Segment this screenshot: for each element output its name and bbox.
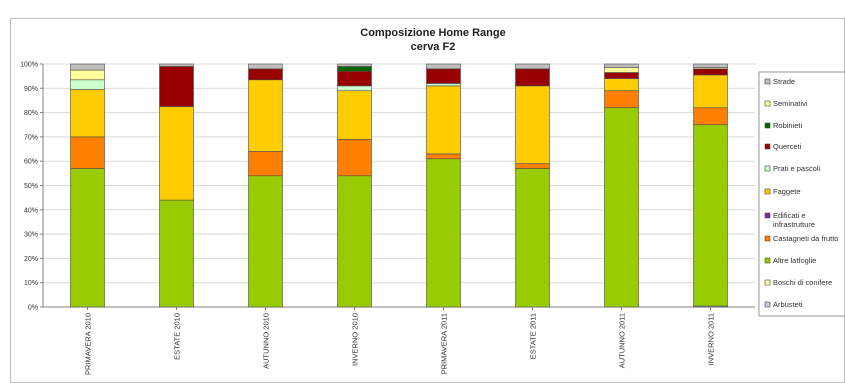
legend-label: Edificati e infrastrutture bbox=[773, 211, 815, 229]
bar-segment bbox=[248, 79, 283, 152]
bar-segment bbox=[426, 63, 461, 70]
legend-swatch bbox=[764, 100, 771, 107]
bar-segment bbox=[426, 158, 461, 308]
legend-label: Querceti bbox=[773, 142, 802, 151]
bar-segment bbox=[159, 66, 194, 107]
legend-swatch bbox=[764, 165, 771, 172]
bar-segment bbox=[604, 72, 639, 79]
bar-segment bbox=[70, 63, 105, 71]
bar-segment bbox=[515, 68, 550, 87]
y-tick-label: 50% bbox=[24, 183, 38, 190]
bar-segment bbox=[426, 85, 461, 155]
legend: Strade Seminativi Robinieti Querceti Prati e… bbox=[758, 71, 845, 317]
bar-segment bbox=[693, 124, 728, 307]
legend-swatch bbox=[764, 279, 771, 286]
legend-swatch bbox=[764, 143, 771, 150]
bar-segment bbox=[693, 63, 728, 68]
legend-label: Robinieti bbox=[773, 121, 803, 130]
bar-segment bbox=[159, 63, 194, 67]
bar-segment bbox=[337, 66, 372, 72]
bar-segment bbox=[604, 107, 639, 308]
bar-segment bbox=[70, 69, 105, 81]
legend-swatch bbox=[764, 257, 771, 264]
gridlines bbox=[43, 63, 755, 308]
x-tick-label: AUTUNNO 2010 bbox=[262, 313, 271, 369]
bar-segment bbox=[248, 175, 283, 308]
x-tick-label: ESTATE 2010 bbox=[173, 313, 182, 360]
bar-segment bbox=[337, 85, 372, 92]
legend-label: Prati e pascoli bbox=[773, 164, 820, 173]
y-tick-label: 70% bbox=[24, 134, 38, 141]
bar-segment bbox=[693, 68, 728, 76]
legend-swatch bbox=[764, 301, 771, 308]
bar-segment bbox=[70, 168, 105, 308]
bar-segment bbox=[337, 175, 372, 308]
legend-label: Arbusteti bbox=[773, 300, 803, 309]
bar-segment bbox=[159, 106, 194, 201]
bar-segment bbox=[248, 63, 283, 70]
y-tick-label: 80% bbox=[24, 110, 38, 117]
bar-segment bbox=[515, 85, 550, 164]
x-tick-label: PRIMAVERA 2011 bbox=[440, 313, 449, 374]
legend-label: Castagneti da frutto bbox=[773, 234, 838, 243]
bar-segment bbox=[159, 199, 194, 308]
y-tick-label: 30% bbox=[24, 232, 38, 239]
bar-segment bbox=[604, 67, 639, 73]
bar-segment bbox=[248, 151, 283, 177]
legend-box bbox=[758, 71, 845, 317]
legend-swatch bbox=[764, 235, 771, 242]
bar-segment bbox=[337, 139, 372, 177]
bar-segment bbox=[248, 68, 283, 81]
x-tick-label: INVERNO 2010 bbox=[351, 313, 360, 366]
chart-subtitle: cerva F2 bbox=[411, 41, 456, 53]
bar-segment bbox=[426, 68, 461, 84]
bar-segment bbox=[337, 63, 372, 67]
x-tick-label: ESTATE 2011 bbox=[529, 313, 538, 359]
bar-segment bbox=[426, 83, 461, 87]
bar-segment bbox=[515, 168, 550, 308]
legend-swatch bbox=[764, 122, 771, 129]
y-tick-label: 90% bbox=[24, 86, 38, 93]
y-tick-label: 20% bbox=[24, 256, 38, 263]
legend-label: Faggete bbox=[773, 187, 801, 196]
y-tick-label: 40% bbox=[24, 207, 38, 214]
x-axis-labels: PRIMAVERA 2010 ESTATE 2010 AUTUNNO 2010 INV… bbox=[84, 307, 716, 375]
legend-swatch bbox=[764, 212, 771, 219]
bar-segment bbox=[515, 63, 550, 70]
x-tick-label: AUTUNNO 2011 bbox=[618, 313, 627, 368]
legend-label: Boschi di conifere bbox=[773, 278, 832, 287]
y-tick-label: 60% bbox=[24, 159, 38, 166]
x-tick-label: INVERNO 2011 bbox=[707, 313, 716, 365]
bar-segment bbox=[337, 90, 372, 140]
legend-swatch bbox=[764, 188, 771, 195]
bar-segment bbox=[337, 70, 372, 87]
bar-segment bbox=[426, 153, 461, 160]
bar-segment bbox=[604, 90, 639, 109]
bar-segment bbox=[70, 136, 105, 169]
legend-label: Altre latfoglie bbox=[773, 256, 816, 265]
x-tick-label: PRIMAVERA 2010 bbox=[84, 313, 93, 375]
legend-label: Seminativi bbox=[773, 99, 808, 108]
bar-segment bbox=[70, 89, 105, 138]
bar-segment bbox=[604, 63, 639, 68]
bar-segment bbox=[604, 78, 639, 92]
bar-segment bbox=[515, 163, 550, 169]
y-tick-label: 10% bbox=[24, 280, 38, 287]
bars bbox=[70, 63, 728, 308]
y-axis: 0% 10% 20% 30% 40% 50% 60% 70% 80% 90% 100% bbox=[20, 62, 755, 312]
bar-segment bbox=[693, 74, 728, 109]
legend-swatch bbox=[764, 78, 771, 85]
y-tick-label: 0% bbox=[28, 305, 38, 312]
y-tick-label: 100% bbox=[20, 62, 38, 69]
chart-title: Composizione Home Range bbox=[360, 27, 505, 39]
bar-segment bbox=[70, 79, 105, 90]
legend-label: Strade bbox=[773, 77, 795, 86]
bar-segment bbox=[693, 107, 728, 126]
